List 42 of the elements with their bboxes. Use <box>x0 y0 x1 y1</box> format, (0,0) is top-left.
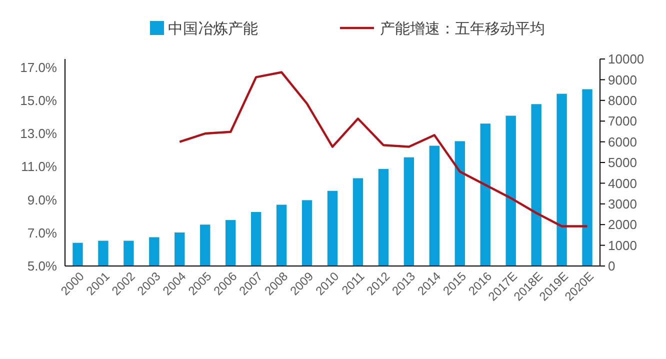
y-tick-label: 15.0% <box>20 92 58 108</box>
bar <box>378 168 389 266</box>
bar <box>200 224 210 266</box>
y-tick-label: 13.0% <box>20 126 58 142</box>
bar <box>454 141 465 266</box>
y-tick-label: 5.0% <box>27 258 58 274</box>
y2-tick-label: 0 <box>608 258 616 274</box>
y2-tick-label: 2000 <box>608 217 637 232</box>
y2-tick-label: 7000 <box>608 114 637 129</box>
bar <box>276 204 287 266</box>
bar <box>226 220 236 266</box>
y-tick-label: 17.0% <box>20 60 58 75</box>
bar <box>327 190 338 266</box>
bar <box>506 116 516 266</box>
legend-label: 产能增速：五年移动平均 <box>380 20 545 38</box>
bar <box>404 157 414 266</box>
bar <box>174 232 185 266</box>
bar <box>98 240 108 266</box>
y2-tick-label: 1000 <box>608 238 637 253</box>
bar <box>480 124 490 266</box>
y2-tick-label: 9000 <box>608 72 637 88</box>
bar <box>531 104 542 266</box>
y-tick-label: 7.0% <box>27 225 58 240</box>
bar <box>352 178 364 266</box>
bar <box>302 200 312 266</box>
bar <box>429 146 440 266</box>
legend-label: 中国冶炼产能 <box>168 20 258 38</box>
bar <box>149 237 160 266</box>
y2-tick-label: 8000 <box>608 92 637 108</box>
y2-tick-label: 6000 <box>608 134 637 150</box>
line-series <box>178 71 588 228</box>
bar <box>582 89 592 266</box>
y2-tick-label: 5000 <box>608 155 637 170</box>
bar <box>556 94 567 266</box>
bar <box>124 240 134 266</box>
y-tick-label: 9.0% <box>27 192 58 208</box>
y2-tick-label: 3000 <box>608 196 637 212</box>
y2-tick-label: 10000 <box>608 52 644 67</box>
bar <box>250 212 262 266</box>
y2-tick-label: 4000 <box>608 176 637 191</box>
y-tick-label: 11.0% <box>21 159 58 174</box>
bar <box>72 242 83 266</box>
